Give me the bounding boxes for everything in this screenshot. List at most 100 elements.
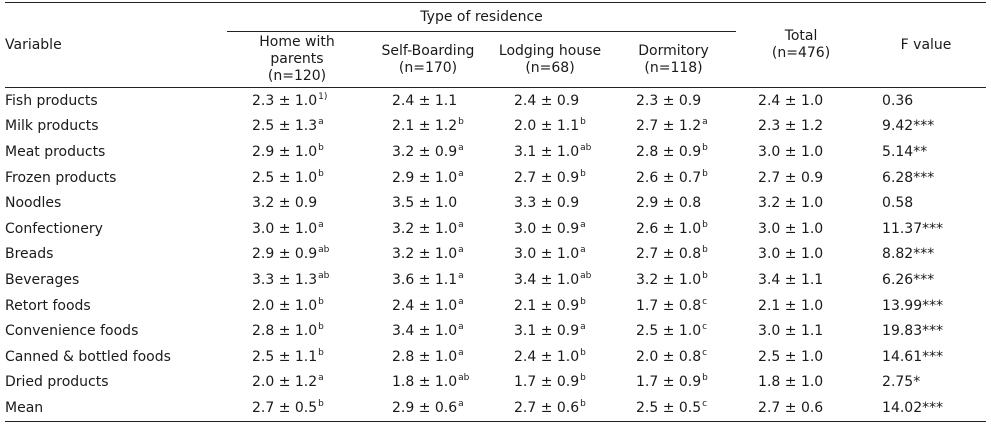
cell-self-boarding: 2.9 ± 0.6a bbox=[367, 395, 489, 422]
cell-total: 3.0 ± 1.0 bbox=[758, 246, 824, 263]
cell-self-boarding: 2.9 ± 1.0a bbox=[367, 165, 489, 191]
cell-superscript: b bbox=[580, 347, 586, 358]
cell-value: 2.1 ± 1.2 bbox=[392, 118, 458, 135]
cell-self-boarding: 3.4 ± 1.0a bbox=[367, 318, 489, 344]
cell-value: 2.7 ± 0.6 bbox=[514, 399, 580, 416]
cell-superscript: a bbox=[580, 245, 586, 256]
cell-value: 1.7 ± 0.9 bbox=[636, 374, 702, 391]
cell-lodging: 2.4 ± 1.0b bbox=[489, 344, 611, 370]
cell-superscript: b bbox=[318, 322, 324, 333]
cell-superscript: b bbox=[702, 142, 708, 153]
cell-superscript: c bbox=[702, 296, 708, 307]
cell-lodging: 2.0 ± 1.1b bbox=[489, 114, 611, 140]
cell-lodging: 3.0 ± 0.9a bbox=[489, 216, 611, 242]
cell-total: 2.7 ± 0.9 bbox=[758, 169, 824, 186]
cell-dormitory: 2.5 ± 1.0c bbox=[611, 318, 736, 344]
cell-value: 3.6 ± 1.1 bbox=[392, 271, 458, 288]
cell-f-value: 6.28*** bbox=[882, 169, 935, 186]
cell-value: 2.6 ± 0.7 bbox=[636, 169, 702, 186]
cell-superscript: b bbox=[318, 168, 324, 179]
cell-superscript: a bbox=[580, 322, 586, 333]
cell-superscript: c bbox=[702, 322, 708, 333]
cell-self-boarding: 3.2 ± 1.0a bbox=[367, 242, 489, 268]
header-col1-n: (n=120) bbox=[267, 68, 327, 84]
cell-f-value: 6.26*** bbox=[882, 271, 935, 288]
cell-superscript: a bbox=[458, 245, 464, 256]
cell-f-value: 13.99*** bbox=[882, 297, 944, 314]
cell-value: 3.1 ± 1.0 bbox=[514, 143, 580, 160]
cell-value: 1.7 ± 0.8 bbox=[636, 297, 702, 314]
header-col1-line2: parents bbox=[270, 51, 324, 67]
cell-total: 3.0 ± 1.1 bbox=[758, 323, 824, 340]
cell-superscript: b bbox=[580, 398, 586, 409]
row-variable: Breads bbox=[5, 246, 54, 263]
header-f-value: F value bbox=[866, 2, 987, 88]
header-col2-line1: Self-Boarding bbox=[381, 42, 475, 59]
header-col4-line1: Dormitory bbox=[638, 42, 709, 59]
cell-superscript: b bbox=[702, 245, 708, 256]
cell-f-value: 11.37*** bbox=[882, 220, 944, 237]
cell-self-boarding: 3.2 ± 1.0a bbox=[367, 216, 489, 242]
header-total-line: Total bbox=[784, 28, 818, 44]
cell-home: 3.0 ± 1.0a bbox=[227, 216, 367, 242]
residence-food-table: Variable Type of residence Total (n=476)… bbox=[5, 2, 987, 422]
cell-value: 3.0 ± 0.9 bbox=[514, 220, 580, 237]
header-col3-line1: Lodging house bbox=[498, 42, 602, 59]
cell-total: 3.4 ± 1.1 bbox=[758, 271, 824, 288]
cell-total: 2.1 ± 1.0 bbox=[758, 297, 824, 314]
cell-value: 2.9 ± 0.8 bbox=[636, 195, 702, 212]
table-row: Retort foods 2.0 ± 1.0b 2.4 ± 1.0a 2.1 ± 0.… bbox=[5, 293, 986, 319]
cell-total: 2.7 ± 0.6 bbox=[736, 395, 867, 422]
cell-value: 2.8 ± 1.0 bbox=[392, 348, 458, 365]
cell-self-boarding: 2.8 ± 1.0a bbox=[367, 344, 489, 370]
cell-home: 2.3 ± 1.01) bbox=[227, 88, 367, 114]
cell-value: 3.2 ± 1.0 bbox=[392, 220, 458, 237]
header-col1-line1: Home with bbox=[259, 34, 335, 50]
cell-lodging: 2.4 ± 0.9 bbox=[489, 88, 611, 114]
cell-dormitory: 2.6 ± 0.7b bbox=[611, 165, 736, 191]
header-col4-n: (n=118) bbox=[644, 59, 703, 76]
cell-lodging: 3.1 ± 1.0ab bbox=[489, 139, 611, 165]
cell-superscript: a bbox=[318, 219, 324, 230]
cell-self-boarding: 3.6 ± 1.1a bbox=[367, 267, 489, 293]
table-row: Dried products 2.0 ± 1.2a 1.8 ± 1.0ab 1.7 ±… bbox=[5, 370, 986, 396]
cell-value: 2.4 ± 1.0 bbox=[514, 348, 580, 365]
cell-home: 2.8 ± 1.0b bbox=[227, 318, 367, 344]
cell-superscript: ab bbox=[580, 270, 592, 281]
cell-home: 2.5 ± 1.3a bbox=[227, 114, 367, 140]
cell-superscript: b bbox=[318, 398, 324, 409]
table-row: Confectionery 3.0 ± 1.0a 3.2 ± 1.0a 3.0 ± 0… bbox=[5, 216, 986, 242]
cell-f-value: 5.14** bbox=[882, 143, 928, 160]
cell-f-value: 9.42*** bbox=[882, 118, 935, 135]
cell-home: 2.9 ± 1.0b bbox=[227, 139, 367, 165]
cell-value: 3.5 ± 1.0 bbox=[392, 195, 458, 212]
cell-value: 2.4 ± 1.1 bbox=[392, 92, 458, 109]
cell-value: 2.4 ± 1.0 bbox=[392, 297, 458, 314]
header-dormitory: Dormitory (n=118) bbox=[611, 31, 737, 88]
cell-value: 3.0 ± 1.0 bbox=[514, 246, 580, 263]
cell-value: 3.0 ± 1.0 bbox=[252, 220, 318, 237]
cell-superscript: a bbox=[318, 117, 324, 128]
cell-superscript: b bbox=[580, 373, 586, 384]
row-variable: Noodles bbox=[5, 195, 62, 212]
cell-f-value: 2.75* bbox=[882, 374, 921, 391]
cell-dormitory: 2.9 ± 0.8 bbox=[611, 190, 736, 216]
cell-value: 2.3 ± 0.9 bbox=[636, 92, 702, 109]
cell-superscript: a bbox=[458, 322, 464, 333]
row-variable: Convenience foods bbox=[5, 323, 139, 340]
row-variable: Mean bbox=[5, 395, 227, 422]
cell-superscript: a bbox=[458, 168, 464, 179]
cell-lodging: 1.7 ± 0.9b bbox=[489, 370, 611, 396]
cell-value: 2.5 ± 1.1 bbox=[252, 348, 318, 365]
cell-f-value: 0.36 bbox=[882, 92, 914, 109]
cell-superscript: b bbox=[318, 296, 324, 307]
cell-f-value: 19.83*** bbox=[882, 323, 944, 340]
cell-value: 2.5 ± 1.3 bbox=[252, 118, 318, 135]
cell-total: 2.4 ± 1.0 bbox=[758, 92, 824, 109]
cell-f-value: 14.02*** bbox=[866, 395, 987, 422]
cell-dormitory: 1.7 ± 0.9b bbox=[611, 370, 736, 396]
row-variable: Dried products bbox=[5, 374, 109, 391]
header-variable: Variable bbox=[5, 2, 227, 88]
cell-value: 1.7 ± 0.9 bbox=[514, 374, 580, 391]
cell-value: 3.2 ± 0.9 bbox=[392, 143, 458, 160]
